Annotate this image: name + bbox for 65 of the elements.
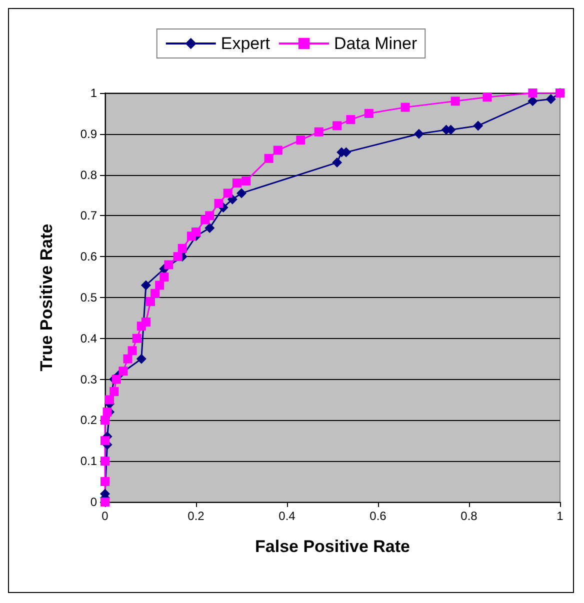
point <box>546 94 556 104</box>
point <box>473 120 484 131</box>
point <box>123 354 132 364</box>
point <box>296 136 306 145</box>
point <box>155 280 164 290</box>
point <box>173 252 182 262</box>
point <box>100 477 110 486</box>
point <box>364 108 374 118</box>
point <box>112 374 121 384</box>
point <box>264 154 274 163</box>
point <box>242 176 251 186</box>
y-tick-label: 0.7 <box>80 208 98 223</box>
x-tick-label: 0 <box>102 509 109 523</box>
point <box>414 128 424 139</box>
point <box>100 436 110 446</box>
y-tick-label: 0.1 <box>80 454 98 468</box>
point <box>110 387 119 396</box>
y-tick-label: 0.2 <box>80 413 98 428</box>
y-tick-label: 0.3 <box>80 372 98 386</box>
y-tick-label: 0 <box>90 495 98 509</box>
y-tick-label: 0.5 <box>80 290 98 304</box>
point <box>160 272 169 282</box>
x-tick-label: 0.6 <box>370 509 387 523</box>
y-axis-title: True Positive Rate <box>37 224 56 372</box>
point <box>236 188 246 198</box>
point <box>178 244 187 253</box>
point <box>400 102 410 112</box>
point <box>128 346 137 356</box>
point <box>223 188 232 198</box>
point <box>136 354 146 364</box>
point <box>204 222 215 233</box>
x-tick-label: 0.4 <box>278 509 296 523</box>
y-tick-label: 0.6 <box>80 250 98 264</box>
x-tick-label: 1 <box>556 509 564 523</box>
y-tick-label: 0.9 <box>80 126 98 141</box>
y-tick-label: 0.8 <box>80 168 98 182</box>
x-tick-label: 0.8 <box>460 509 478 523</box>
y-tick-label: 1 <box>90 86 98 100</box>
point <box>105 395 114 404</box>
point <box>232 178 242 188</box>
point <box>482 92 492 102</box>
point <box>332 121 342 130</box>
y-tick-label: 0.4 <box>80 331 98 346</box>
point <box>314 127 324 136</box>
point <box>140 280 151 290</box>
point <box>150 288 160 298</box>
point <box>146 297 155 306</box>
point <box>132 334 142 343</box>
legend-label: Data Miner <box>334 34 418 53</box>
point <box>332 158 342 168</box>
point <box>192 228 200 237</box>
legend-label: Expert <box>220 34 270 53</box>
point <box>214 198 224 208</box>
point <box>164 260 174 270</box>
point <box>273 146 282 155</box>
point <box>450 96 460 106</box>
x-axis-title: False Positive Rate <box>255 537 410 556</box>
point <box>141 318 150 327</box>
x-tick-label: 0.2 <box>188 509 205 523</box>
point <box>528 96 538 106</box>
point <box>102 408 112 417</box>
point <box>118 366 128 376</box>
point <box>346 115 356 124</box>
point <box>205 211 214 220</box>
point <box>528 88 538 98</box>
